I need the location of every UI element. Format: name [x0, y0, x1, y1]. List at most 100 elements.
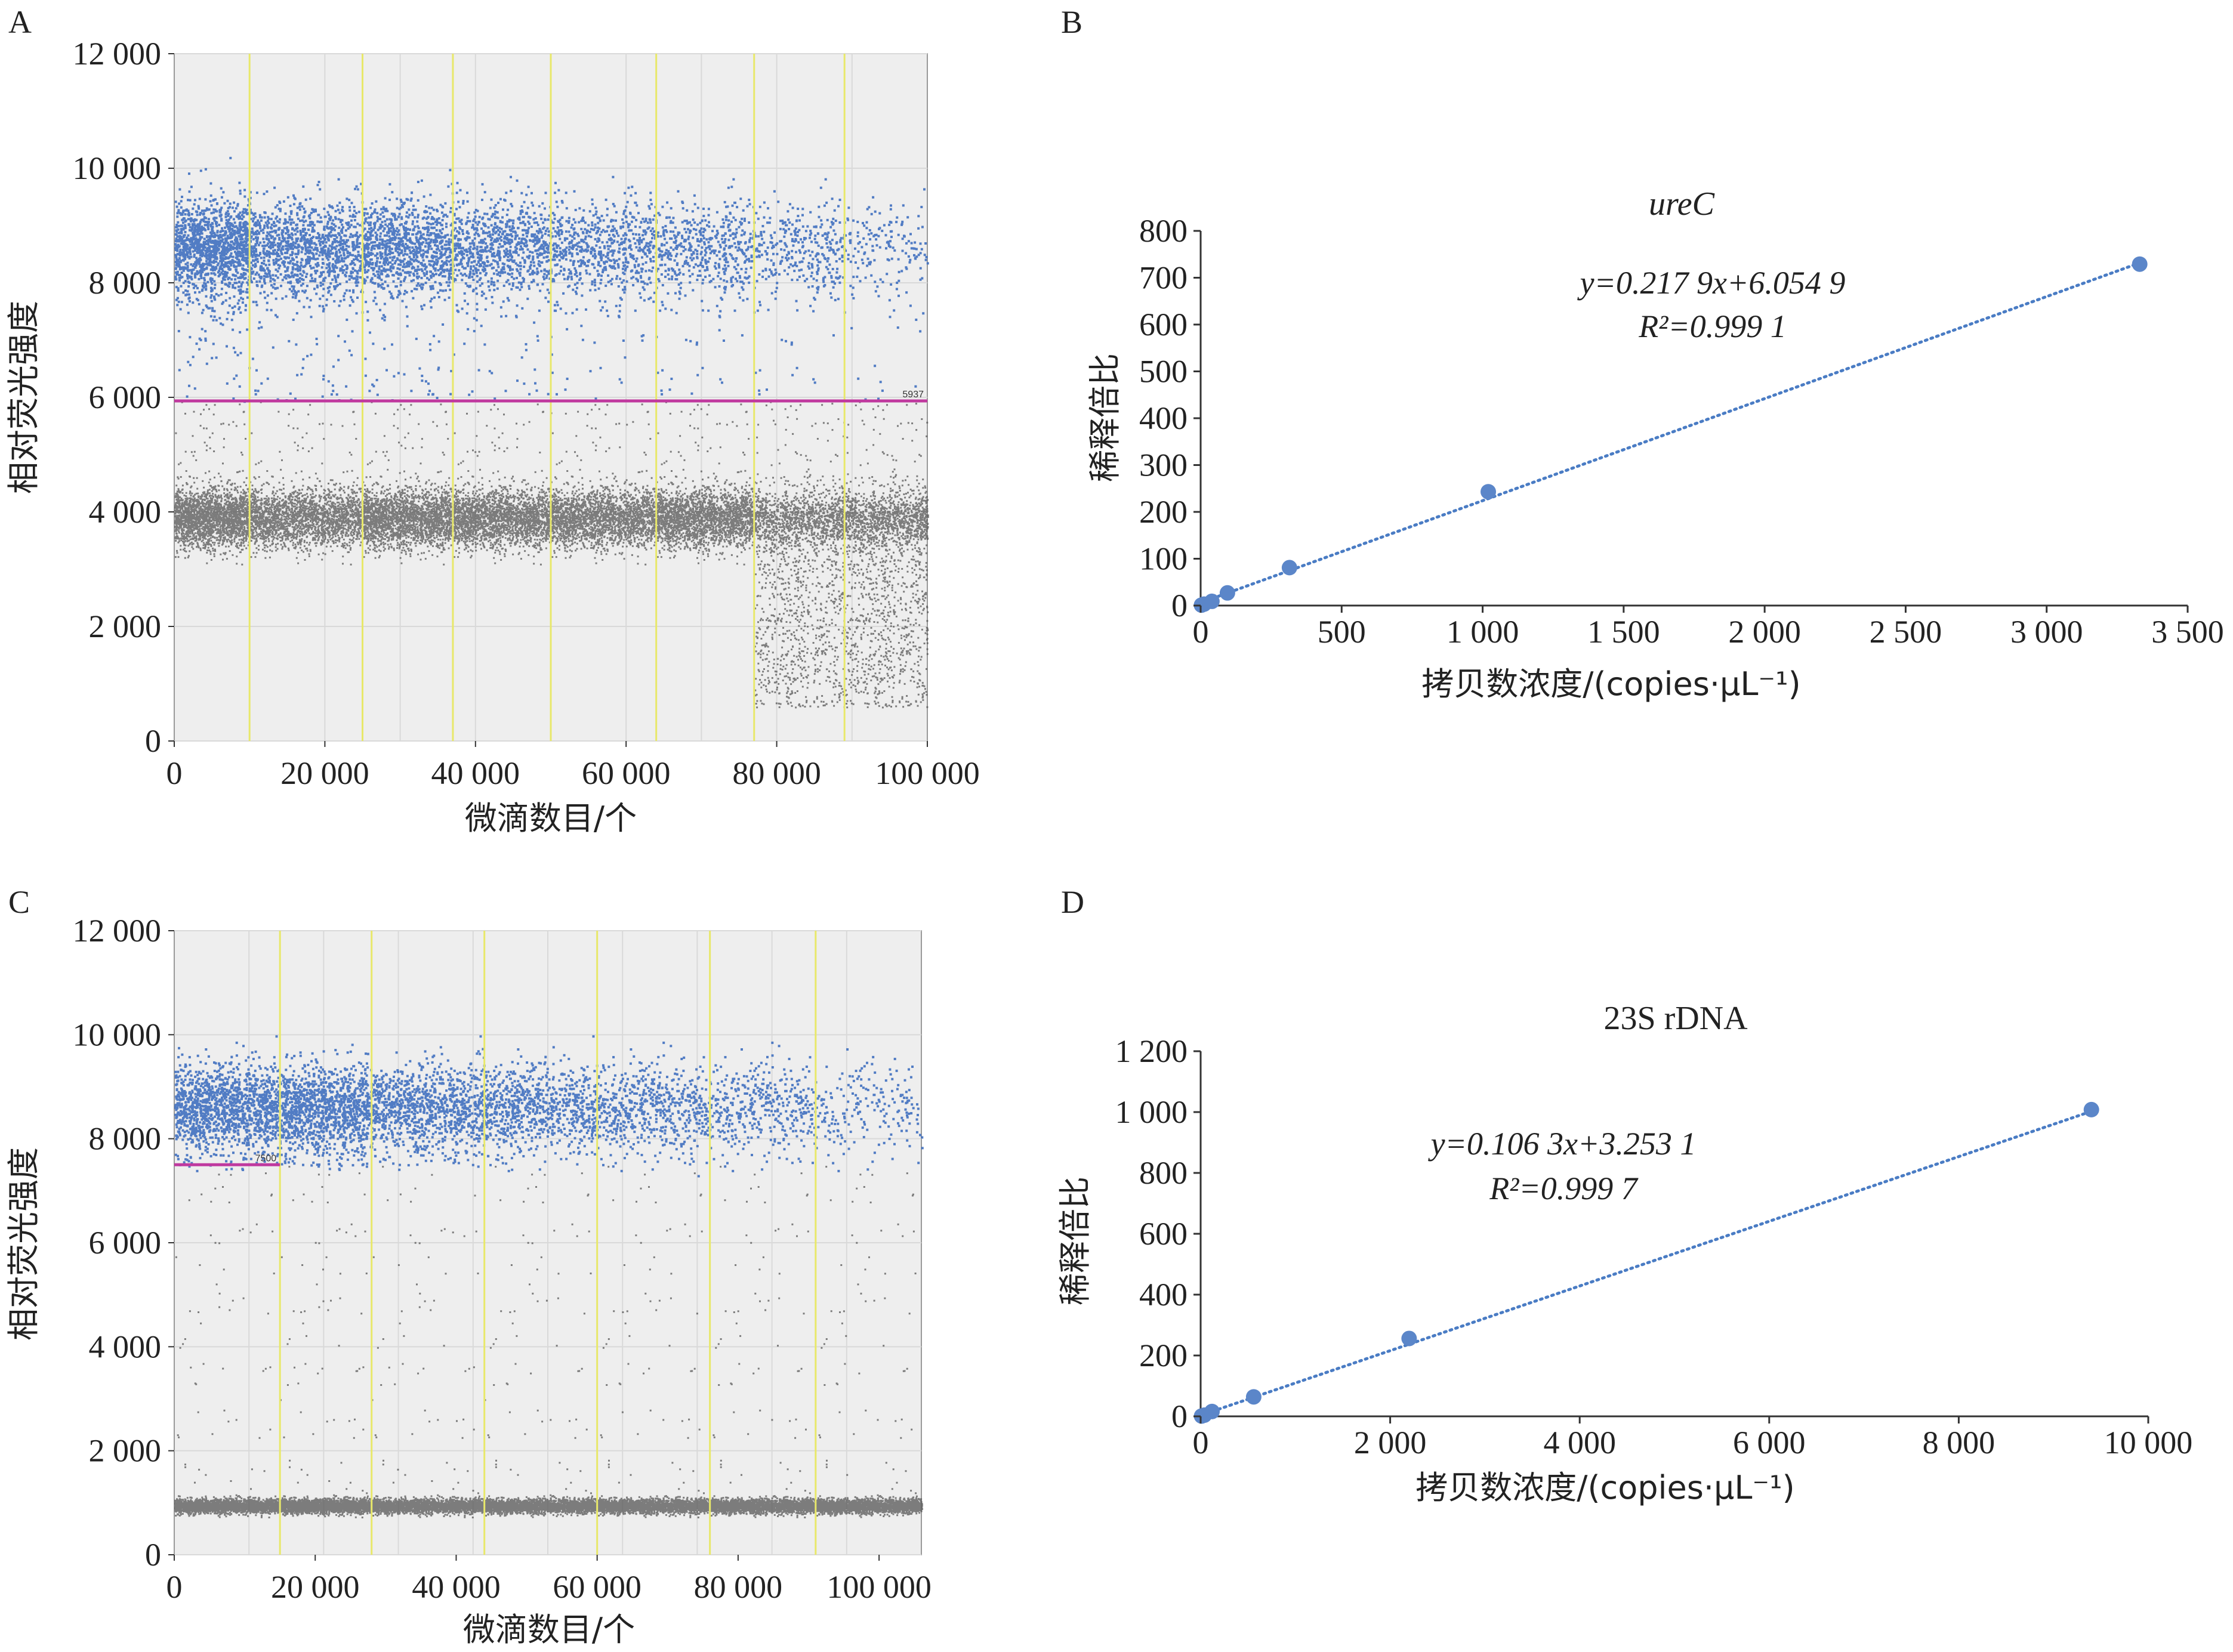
- y-tick-label: 10 000: [73, 1017, 162, 1052]
- y-tick-label: 400: [1139, 400, 1188, 436]
- data-point: [2083, 1101, 2099, 1117]
- panel-d-ticks: 0 200 400 600 800 1 000 1 200 0 2 000 4 000 6 000 8…: [1115, 1033, 2193, 1460]
- y-tick-label: 6 000: [89, 379, 162, 415]
- y-tick-label: 800: [1139, 213, 1188, 249]
- panel-b-ticks: 0 100 200 300 400 500 600 700 800 0 500 1 000 1 500 2…: [1139, 213, 2224, 650]
- data-point: [1204, 1403, 1220, 1419]
- x-tick-label: 3 500: [2151, 614, 2224, 650]
- x-tick-label: 100 000: [826, 1569, 932, 1605]
- panel-a-droplets: [174, 156, 929, 709]
- trendline: [1199, 261, 2142, 604]
- y-tick-label: 4 000: [89, 1329, 162, 1364]
- x-tick-label: 10 000: [2104, 1425, 2193, 1460]
- y-tick-label: 12 000: [73, 36, 162, 72]
- y-tick-label: 100: [1139, 541, 1188, 577]
- x-tick-label: 20 000: [271, 1569, 360, 1605]
- panel-a-xlabel: 微滴数目/个: [465, 799, 637, 837]
- y-tick-label: 0: [1171, 1398, 1188, 1434]
- y-tick-label: 6 000: [89, 1225, 162, 1261]
- data-point: [1204, 593, 1220, 609]
- panel-b-r2: R²=0.999 1: [1638, 308, 1787, 344]
- y-tick-label: 1 000: [1115, 1094, 1188, 1130]
- panel-d: 0 200 400 600 800 1 000 1 200 0 2 000 4 000 6 000 8…: [1056, 1000, 2192, 1506]
- y-tick-label: 300: [1139, 447, 1188, 483]
- panel-c-ylabel: 相对荧光强度: [5, 1147, 42, 1341]
- panel-c-ticks: 0 2 000 4 000 6 000 8 000 10 000 12 000 0 20 000…: [73, 913, 932, 1605]
- x-tick-label: 20 000: [280, 755, 369, 791]
- panel-a-grid: [174, 53, 927, 742]
- x-tick-label: 6 000: [1733, 1425, 1806, 1460]
- panel-c-letter: C: [8, 884, 30, 920]
- x-tick-label: 3 000: [2010, 614, 2083, 650]
- panel-d-fit-line: [1200, 1110, 2093, 1417]
- y-tick-label: 2 000: [89, 609, 162, 644]
- panel-d-title: 23S rDNA: [1603, 1000, 1748, 1037]
- data-point: [1245, 1389, 1262, 1405]
- trendline: [1200, 1110, 2093, 1417]
- panel-d-axes: [1199, 1051, 2148, 1418]
- x-tick-label: 2 000: [1354, 1425, 1427, 1460]
- x-tick-label: 4 000: [1543, 1425, 1616, 1460]
- panel-b-xlabel: 拷贝数浓度/(copies·μL⁻¹): [1421, 665, 1800, 703]
- y-tick-label: 2 000: [89, 1433, 162, 1469]
- panel-d-points: [1193, 1101, 2099, 1424]
- y-tick-label: 4 000: [89, 494, 162, 530]
- panel-c-grid: [174, 930, 921, 1555]
- panel-b-equation: y=0.217 9x+6.054 9: [1577, 265, 1846, 301]
- x-tick-label: 40 000: [412, 1569, 501, 1605]
- y-tick-label: 0: [145, 723, 161, 759]
- data-point: [1219, 585, 1235, 601]
- panel-b-letter: B: [1061, 4, 1082, 40]
- y-tick-label: 500: [1139, 354, 1188, 390]
- threshold-label: 5937: [902, 390, 924, 400]
- x-tick-label: 1 500: [1587, 614, 1660, 650]
- x-tick-label: 1 000: [1446, 614, 1519, 650]
- x-tick-label: 2 000: [1728, 614, 1801, 650]
- x-tick-label: 500: [1318, 614, 1366, 650]
- panel-a-ylabel: 相对荧光强度: [5, 301, 42, 494]
- x-tick-label: 2 500: [1870, 614, 1942, 650]
- y-tick-label: 0: [145, 1537, 161, 1573]
- x-tick-label: 60 000: [582, 755, 671, 791]
- panel-b-title: ureC: [1649, 186, 1715, 223]
- panel-c-droplets: [174, 1035, 924, 1518]
- panel-d-letter: D: [1061, 884, 1084, 920]
- y-tick-label: 10 000: [73, 150, 162, 186]
- panel-d-xlabel: 拷贝数浓度/(copies·μL⁻¹): [1415, 1469, 1794, 1506]
- panel-a: 5937 0 2 000 4 000 6 000 8 000 10 000 12 000 0 2…: [5, 36, 980, 837]
- data-point: [1281, 560, 1297, 576]
- x-tick-label: 0: [1193, 1425, 1209, 1460]
- panel-a-letter: A: [8, 4, 32, 40]
- y-tick-label: 700: [1139, 260, 1188, 296]
- y-tick-label: 600: [1139, 307, 1188, 342]
- panel-a-marks: 5937: [174, 54, 927, 741]
- y-tick-label: 200: [1139, 494, 1188, 530]
- positive-droplets: [174, 1035, 924, 1178]
- panel-c-xlabel: 微滴数目/个: [463, 1611, 635, 1648]
- positive-droplets: [174, 156, 929, 403]
- panel-b-fit-line: [1199, 261, 2142, 604]
- panel-d-ylabel: 稀释倍比: [1056, 1177, 1094, 1305]
- panel-b: 0 100 200 300 400 500 600 700 800 0 500 1 000 1 500 2…: [1086, 186, 2224, 703]
- panel-a-ticks: 0 2 000 4 000 6 000 8 000 10 000 12 000 0 20 000…: [73, 36, 980, 791]
- x-tick-label: 40 000: [431, 755, 520, 791]
- x-tick-label: 100 000: [875, 755, 980, 791]
- data-point: [2132, 256, 2148, 272]
- x-tick-label: 0: [166, 1569, 183, 1605]
- y-tick-label: 1 200: [1115, 1033, 1188, 1069]
- y-tick-label: 600: [1139, 1216, 1188, 1252]
- y-tick-label: 0: [1171, 588, 1188, 623]
- y-tick-label: 12 000: [73, 913, 162, 949]
- data-point: [1401, 1330, 1417, 1347]
- x-tick-label: 0: [166, 755, 183, 791]
- x-tick-label: 80 000: [694, 1569, 783, 1605]
- x-tick-label: 0: [1193, 614, 1209, 650]
- y-tick-label: 400: [1139, 1277, 1188, 1313]
- panel-c: 7500 0 2 000 4 000 6 000 8 000 10 000 12 000 0 2…: [5, 913, 932, 1648]
- x-tick-label: 80 000: [732, 755, 821, 791]
- threshold-label: 7500: [255, 1153, 277, 1163]
- panel-c-marks: 7500: [174, 931, 817, 1555]
- panel-d-equation: y=0.106 3x+3.253 1: [1428, 1126, 1697, 1162]
- panel-b-ylabel: 稀释倍比: [1086, 353, 1124, 482]
